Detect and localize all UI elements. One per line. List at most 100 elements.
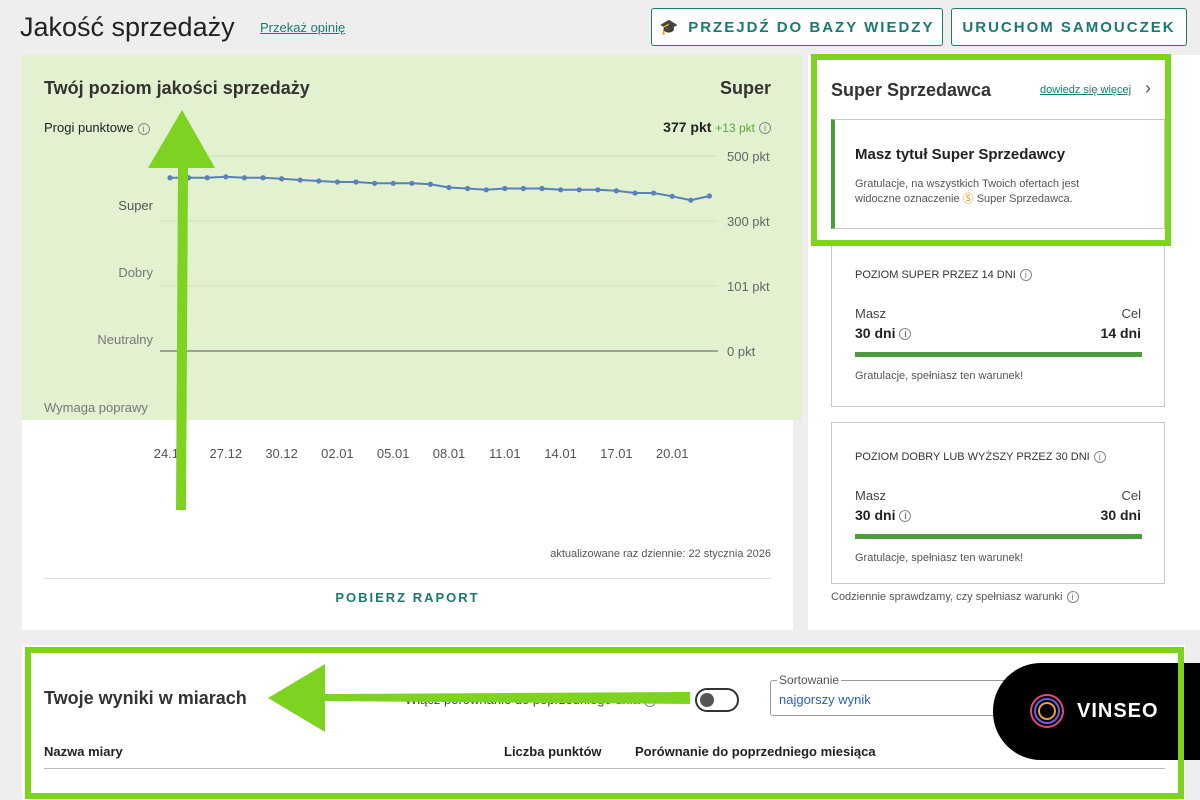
button-label: URUCHOM SAMOUCZEK bbox=[962, 18, 1176, 36]
x-tick-label: 14.01 bbox=[544, 446, 577, 461]
condition-title: POZIOM SUPER PRZEZ 14 DNI i bbox=[855, 269, 1032, 282]
score-point bbox=[539, 185, 545, 192]
badge-icon: Ⓢ bbox=[962, 193, 974, 205]
x-tick-label: 08.01 bbox=[433, 446, 466, 461]
sort-value: najgorszy wynik bbox=[779, 692, 871, 707]
quality-chart: 0 pkt 101 pkt 300 pkt 500 pkt 24.12 27.12 30.1… bbox=[154, 149, 770, 461]
score-point bbox=[595, 187, 601, 193]
score-point bbox=[669, 193, 675, 199]
progress-bar bbox=[855, 534, 1142, 539]
progress-bar bbox=[855, 352, 1142, 357]
tutorial-button[interactable]: URUCHOM SAMOUCZEK bbox=[951, 8, 1187, 46]
status-text: Gratulacje, na wszystkich Twoich ofertac… bbox=[855, 177, 1125, 207]
goal-label: Cel bbox=[1121, 306, 1141, 321]
x-tick-label: 27.12 bbox=[210, 446, 243, 461]
score-point bbox=[483, 187, 489, 193]
updated-note: aktualizowane raz dziennie: 22 stycznia … bbox=[550, 548, 771, 560]
score-point bbox=[223, 174, 229, 180]
feedback-link[interactable]: Przekaż opinię bbox=[260, 20, 346, 35]
score-value: 377 pkt bbox=[663, 119, 712, 135]
panel-title: Twój poziom jakości sprzedaży bbox=[44, 78, 310, 98]
have-label: Masz bbox=[855, 488, 887, 503]
metrics-title: Twoje wyniki w miarach bbox=[44, 688, 247, 708]
condition-box: POZIOM SUPER PRZEZ 14 DNI i Masz Cel 30 d… bbox=[831, 240, 1165, 407]
condition-message: Gratulacje, spełniasz ten warunek! bbox=[855, 370, 1024, 382]
score-point bbox=[520, 185, 527, 192]
status-title: Masz tytuł Super Sprzedawcy bbox=[855, 146, 1066, 163]
score-point bbox=[167, 175, 173, 181]
x-tick-label: 17.01 bbox=[600, 446, 633, 461]
score-point bbox=[316, 178, 322, 184]
text: POZIOM SUPER PRZEZ 14 DNI bbox=[855, 269, 1016, 281]
score-point bbox=[353, 179, 359, 185]
text: POZIOM DOBRY LUB WYŻSZY PRZEZ 30 DNI bbox=[855, 451, 1090, 463]
score-point bbox=[558, 187, 564, 193]
column-header: Porównanie do poprzedniego miesiąca bbox=[635, 744, 876, 759]
score-point bbox=[186, 175, 192, 181]
y-tick-label: 500 pkt bbox=[727, 149, 770, 164]
info-icon: i bbox=[1066, 591, 1079, 604]
divider bbox=[44, 578, 771, 579]
seller-title: Super Sprzedawca bbox=[831, 80, 992, 100]
info-icon: i bbox=[759, 122, 771, 135]
brand: VINSEO bbox=[1077, 700, 1159, 722]
status-box: Masz tytuł Super Sprzedawcy Gratulacje, … bbox=[831, 119, 1165, 229]
cap-icon: 🎓 bbox=[659, 19, 681, 36]
score-point bbox=[279, 176, 285, 182]
score-point bbox=[204, 175, 210, 181]
score-point bbox=[334, 179, 340, 185]
goal-label: Cel bbox=[1121, 488, 1141, 503]
learn-more-link[interactable]: dowiedz się więcej bbox=[1040, 84, 1132, 96]
score-point bbox=[651, 190, 657, 196]
info-icon: i bbox=[899, 510, 912, 523]
table-divider bbox=[44, 768, 1165, 769]
thresholds-label: Progi punktowe i bbox=[44, 120, 150, 135]
knowledge-button[interactable]: 🎓 PRZEJDŹ DO BAZY WIEDZY bbox=[651, 8, 943, 46]
column-header: Nazwa miary bbox=[44, 744, 123, 759]
score-point bbox=[632, 190, 638, 196]
download-button[interactable]: POBIERZ RAPORT bbox=[335, 590, 480, 605]
footnote: Codziennie sprawdzamy, czy spełniasz war… bbox=[831, 591, 1079, 604]
have-value: 30 dni i bbox=[855, 325, 912, 341]
sort-select[interactable]: Sortowanie najgorszy wynik bbox=[770, 673, 1010, 716]
have-value: 30 dni i bbox=[855, 507, 912, 523]
condition-title: POZIOM DOBRY LUB WYŻSZY PRZEZ 30 DNI i bbox=[855, 451, 1106, 464]
condition-box: POZIOM DOBRY LUB WYŻSZY PRZEZ 30 DNI i Ma… bbox=[831, 422, 1165, 584]
score-point bbox=[502, 185, 508, 192]
score-point bbox=[260, 175, 266, 181]
score-point bbox=[688, 197, 694, 203]
info-icon: i bbox=[899, 328, 912, 341]
button-label: PRZEJDŹ DO BAZY WIEDZY bbox=[688, 18, 935, 36]
compare-label: Włącz porównanie do poprzedniego dnia i bbox=[405, 692, 656, 707]
page-title: Jakość sprzedaży bbox=[20, 12, 235, 42]
score-point bbox=[706, 193, 713, 199]
x-tick-label: 11.01 bbox=[489, 446, 521, 461]
score-point bbox=[465, 185, 471, 192]
x-tick-label: 30.12 bbox=[265, 446, 298, 461]
y-tick-label: 101 pkt bbox=[727, 279, 770, 294]
text: Codziennie sprawdzamy, czy spełniasz war… bbox=[831, 591, 1063, 603]
info-icon: i bbox=[643, 694, 656, 707]
label: Progi punktowe bbox=[44, 120, 134, 135]
text: 30 dni bbox=[855, 507, 896, 523]
logo-mark bbox=[1030, 694, 1064, 728]
x-tick-label: 02.01 bbox=[321, 446, 354, 461]
score-line bbox=[170, 175, 710, 202]
zone-label: Wymaga poprawy bbox=[44, 400, 148, 415]
zone-label: Neutralny bbox=[97, 332, 153, 347]
vinseo-badge: VINSEO bbox=[993, 663, 1200, 760]
y-tick-label: 0 pkt bbox=[727, 344, 756, 359]
chevron[interactable]: › bbox=[1145, 78, 1151, 98]
score-point bbox=[372, 180, 378, 186]
y-tick-label: 300 pkt bbox=[727, 214, 770, 229]
x-tick-label: 20.01 bbox=[656, 446, 689, 461]
toggle[interactable] bbox=[695, 688, 739, 712]
zone-label: Dobry bbox=[118, 265, 153, 280]
have-label: Masz bbox=[855, 306, 887, 321]
score-point bbox=[613, 188, 620, 194]
score-point bbox=[409, 180, 415, 186]
goal-value: 14 dni bbox=[1100, 325, 1141, 341]
goal-value: 30 dni bbox=[1100, 507, 1141, 523]
info-icon: i bbox=[1019, 269, 1032, 282]
